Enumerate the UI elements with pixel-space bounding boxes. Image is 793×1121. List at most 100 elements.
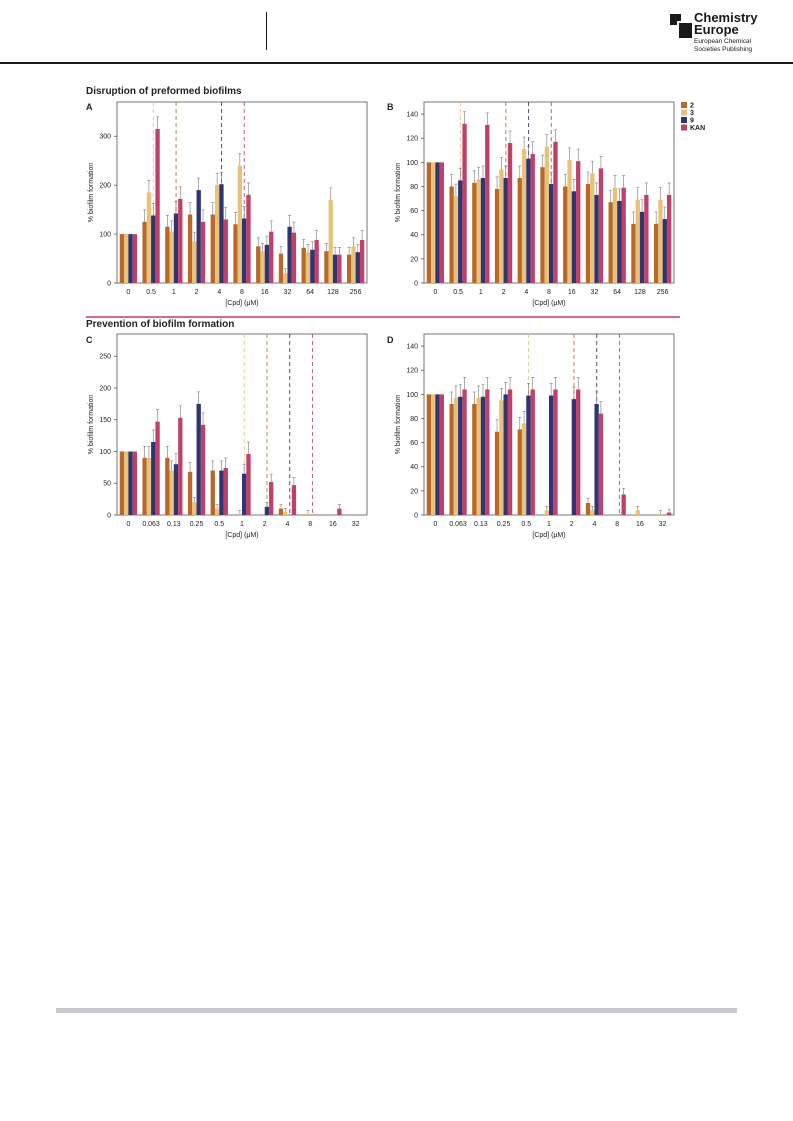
section-divider (86, 316, 680, 318)
x-tick-label: 64 (613, 289, 621, 296)
bar-kan (666, 194, 672, 283)
y-tick-label: 50 (103, 481, 111, 488)
x-tick-label: 2 (263, 521, 267, 528)
bar-9 (480, 178, 486, 283)
bar-2 (278, 253, 284, 283)
bar-3 (476, 179, 481, 283)
bar-3 (453, 196, 459, 283)
y-tick-label: 100 (406, 160, 418, 167)
bar-kan (223, 219, 228, 283)
y-tick-label: 100 (99, 232, 111, 239)
x-tick-label: 0.5 (521, 521, 531, 528)
legend-label: 3 (690, 110, 694, 117)
bar-kan (462, 389, 467, 515)
bar-kan (337, 254, 342, 283)
x-tick-label: 0.25 (190, 521, 204, 528)
y-axis-title: % biofilm formation (88, 163, 95, 223)
x-tick-label: 4 (217, 289, 221, 296)
bar-2 (472, 403, 477, 515)
bar-3 (544, 146, 549, 283)
bar-3 (590, 173, 595, 283)
bar-2 (608, 202, 613, 283)
y-tick-label: 60 (410, 208, 418, 215)
legend-label: 9 (690, 118, 694, 125)
bar-3 (124, 234, 129, 283)
bar-9 (287, 226, 292, 283)
x-tick-label: 2 (570, 521, 574, 528)
bar-9 (639, 211, 645, 283)
bar-kan (485, 124, 490, 283)
bar-2 (472, 182, 477, 283)
bar-3 (146, 457, 152, 515)
x-axis-title: [Cpd] (μM) (225, 532, 258, 539)
y-tick-label: 20 (410, 256, 418, 263)
x-tick-label: 32 (659, 521, 667, 528)
bar-2 (301, 247, 306, 283)
panel-c: C 0 50 100 150 200 250 0 0.063 0.13 0.25 0.5 1 2 4 8 16 3… (86, 333, 368, 539)
bar-9 (526, 158, 531, 283)
y-tick-label: 80 (410, 184, 418, 191)
x-tick-label: 64 (306, 289, 314, 296)
x-axis-title: [Cpd] (μM) (532, 300, 565, 307)
bar-kan (246, 194, 251, 283)
bar-9 (435, 394, 440, 515)
bar-3 (521, 149, 527, 283)
y-tick-label: 40 (410, 464, 418, 471)
logo-title: Chemistry Europe (694, 11, 758, 36)
bar-3 (499, 400, 504, 515)
bar-3 (499, 169, 504, 283)
bar-9 (571, 399, 577, 515)
x-tick-label: 0.5 (146, 289, 156, 296)
x-tick-label: 0 (126, 521, 130, 528)
bar-2 (449, 403, 454, 515)
bar-9 (458, 180, 463, 283)
bar-9 (503, 178, 508, 283)
x-tick-label: 4 (524, 289, 528, 296)
x-tick-label: 2 (502, 289, 506, 296)
bar-3 (351, 246, 356, 283)
bar-2 (187, 471, 193, 515)
bar-9 (264, 244, 270, 283)
chemistry-europe-logo: Chemistry Europe European Chemical Socie… (670, 11, 780, 56)
bar-9 (264, 506, 270, 515)
legend-swatch-2 (681, 102, 687, 108)
bar-9 (435, 162, 440, 283)
panel-label: D (387, 335, 394, 345)
bar-kan (576, 161, 581, 283)
bar-9 (594, 403, 599, 515)
page-header: Chemistry Europe European Chemical Socie… (0, 0, 793, 64)
y-tick-label: 300 (99, 134, 111, 141)
bar-3 (283, 273, 288, 283)
bar-9 (526, 395, 531, 515)
bar-2 (210, 470, 215, 515)
bar-3 (146, 192, 152, 283)
bar-kan (291, 485, 297, 515)
bar-2 (494, 431, 500, 515)
logo-mark-icon (670, 14, 694, 40)
bar-kan (200, 221, 206, 283)
bar-kan (269, 481, 274, 515)
x-tick-label: 1 (240, 521, 244, 528)
bar-2 (494, 188, 500, 283)
y-tick-label: 250 (99, 354, 111, 361)
bar-3 (658, 513, 663, 515)
bar-3 (305, 252, 311, 283)
bar-9 (151, 441, 156, 515)
bar-2 (256, 246, 261, 283)
bar-9 (617, 200, 622, 283)
bar-9 (480, 396, 486, 515)
x-tick-label: 1 (479, 289, 483, 296)
bar-2 (142, 221, 147, 283)
bar-9 (310, 249, 315, 283)
panel-label: A (86, 102, 93, 112)
x-tick-label: 1 (172, 289, 176, 296)
bar-kan (621, 494, 626, 515)
x-axis-title: [Cpd] (μM) (225, 300, 258, 307)
bar-9 (196, 403, 201, 515)
bar-9 (571, 191, 577, 283)
bar-2 (347, 254, 352, 283)
bar-3 (612, 187, 618, 283)
y-tick-label: 120 (406, 368, 418, 375)
bar-9 (594, 194, 599, 283)
